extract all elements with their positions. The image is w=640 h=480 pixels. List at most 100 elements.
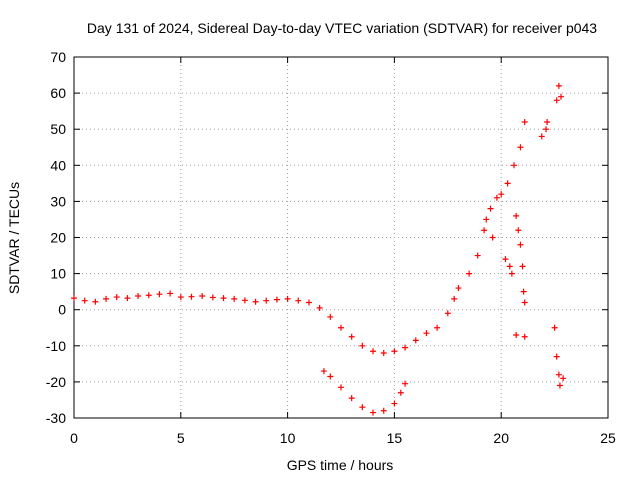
y-tick-label: -30	[46, 410, 66, 426]
data-point	[508, 270, 515, 277]
data-point	[455, 285, 462, 292]
y-tick-labels: -30 -20 -10 0 10 20 30 40 50 60 70	[46, 49, 66, 426]
data-point	[320, 368, 327, 375]
data-point	[481, 227, 488, 234]
y-tick-label: 40	[50, 157, 66, 173]
data-point	[81, 297, 88, 304]
data-point	[487, 205, 494, 212]
data-point	[348, 333, 355, 340]
data-point	[380, 407, 387, 414]
data-point	[391, 400, 398, 407]
data-point	[515, 227, 522, 234]
data-point	[305, 299, 312, 306]
data-point	[556, 382, 563, 389]
data-point	[397, 389, 404, 396]
y-axis-label: SDTVAR / TECUs	[6, 182, 22, 294]
data-point	[504, 180, 511, 187]
data-point	[555, 82, 562, 89]
data-point	[327, 313, 334, 320]
y-tick-label: 70	[50, 49, 66, 65]
data-point	[434, 324, 441, 331]
data-point	[555, 371, 562, 378]
data-point	[71, 295, 77, 302]
y-tick-label: 10	[50, 266, 66, 282]
data-point	[103, 295, 110, 302]
data-point	[553, 353, 560, 360]
data-point	[327, 373, 334, 380]
data-point	[502, 256, 509, 263]
data-point	[558, 93, 565, 100]
axis-ticks	[73, 56, 609, 419]
data-point	[92, 298, 99, 305]
data-point	[124, 295, 131, 302]
data-point	[338, 384, 344, 391]
x-tick-labels: 0 5 10 15 20 25	[70, 430, 616, 446]
x-tick-label: 0	[70, 430, 78, 446]
data-point	[284, 295, 291, 302]
data-point	[466, 270, 473, 277]
data-point	[177, 294, 184, 301]
data-point	[551, 324, 558, 331]
data-point	[295, 297, 302, 304]
data-point	[521, 118, 528, 125]
x-tick-label: 15	[387, 430, 403, 446]
series-lower-arc	[320, 368, 409, 416]
data-point	[423, 330, 430, 337]
chart-title: Day 131 of 2024, Sidereal Day-to-day VTE…	[87, 20, 597, 36]
data-points	[71, 82, 567, 416]
y-tick-label: 20	[50, 230, 66, 246]
data-point	[560, 375, 567, 382]
data-point	[370, 348, 377, 355]
data-point	[538, 133, 545, 140]
data-point	[498, 191, 505, 198]
data-point	[517, 144, 524, 151]
series-main	[71, 118, 528, 357]
y-tick-label: 50	[50, 121, 66, 137]
data-point	[145, 292, 152, 299]
data-point	[511, 162, 518, 169]
data-point	[220, 295, 227, 302]
data-point	[402, 380, 409, 387]
data-point	[348, 395, 355, 402]
data-point	[113, 294, 120, 301]
data-point	[156, 291, 163, 298]
x-tick-label: 25	[600, 430, 616, 446]
data-point	[241, 297, 248, 304]
data-point	[444, 310, 451, 317]
x-tick-label: 20	[493, 430, 509, 446]
data-point	[493, 194, 500, 201]
data-point	[135, 292, 142, 299]
data-point	[359, 404, 366, 411]
data-point	[252, 298, 259, 305]
data-point	[338, 324, 344, 331]
x-axis-label: GPS time / hours	[287, 457, 394, 473]
data-point	[402, 344, 409, 351]
data-point	[521, 299, 528, 306]
data-point	[513, 331, 520, 338]
grid	[74, 57, 608, 418]
data-point	[391, 348, 398, 355]
x-tick-label: 10	[280, 430, 296, 446]
data-point	[370, 409, 377, 416]
data-point	[553, 97, 560, 104]
series-scattered	[483, 82, 567, 389]
y-tick-label: 30	[50, 193, 66, 209]
data-point	[273, 296, 280, 303]
y-tick-label: 0	[58, 302, 66, 318]
data-point	[199, 292, 206, 299]
y-tick-label: -10	[46, 338, 66, 354]
data-point	[483, 216, 490, 223]
data-point	[316, 304, 323, 311]
x-tick-label: 5	[177, 430, 185, 446]
data-point	[380, 350, 387, 357]
data-point	[544, 118, 551, 125]
data-point	[519, 263, 526, 270]
data-point	[474, 252, 481, 259]
data-point	[188, 293, 195, 300]
data-point	[506, 263, 513, 270]
data-point	[209, 294, 216, 301]
y-tick-label: -20	[46, 374, 66, 390]
data-point	[451, 295, 458, 302]
